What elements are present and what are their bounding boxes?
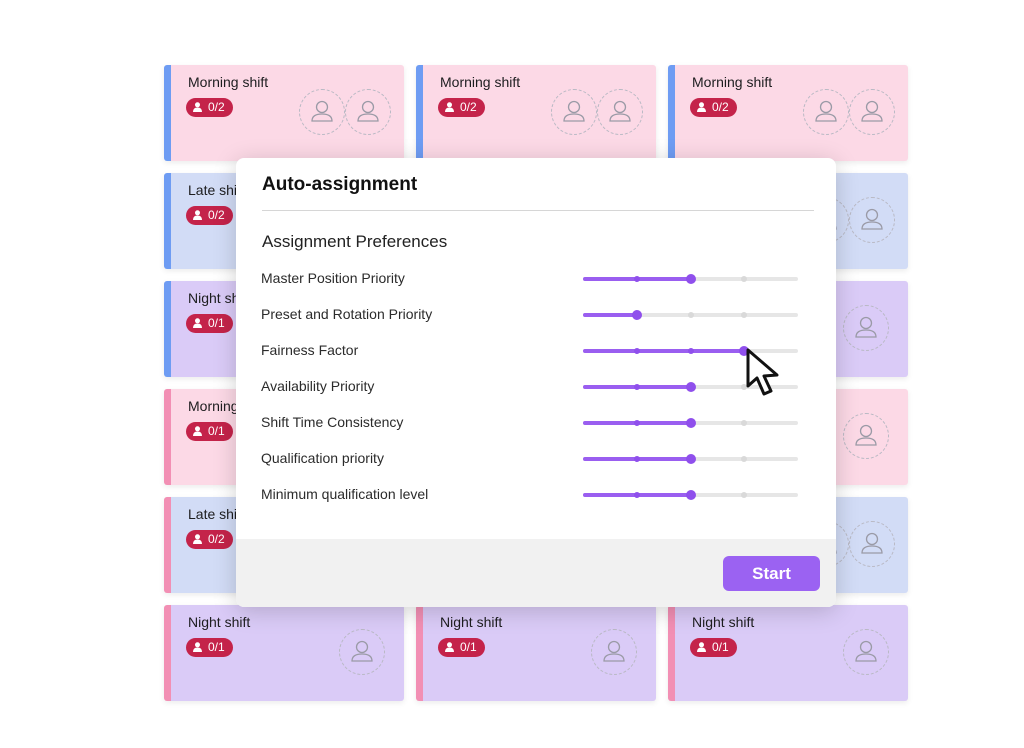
empty-slot xyxy=(849,89,895,135)
staff-badge: 0/2 xyxy=(186,206,233,225)
staff-badge: 0/1 xyxy=(186,314,233,333)
slider-step xyxy=(633,456,640,462)
staff-badge: 0/1 xyxy=(690,638,737,657)
staff-badge: 0/2 xyxy=(186,530,233,549)
slider-label: Minimum qualification level xyxy=(261,486,429,502)
empty-slot xyxy=(597,89,643,135)
staff-badge: 0/1 xyxy=(186,422,233,441)
card-title: Morning shift xyxy=(692,74,773,90)
empty-slot xyxy=(551,89,597,135)
card-title: Night shift xyxy=(188,614,251,630)
slider-step xyxy=(741,420,748,426)
staff-badge: 0/2 xyxy=(690,98,737,117)
slider-thumb xyxy=(739,346,750,356)
empty-slot xyxy=(843,305,889,351)
slider-thumb xyxy=(631,310,642,320)
slider-thumb xyxy=(685,382,696,392)
shift-card: Morning shift 0/2 xyxy=(668,65,908,161)
slider-step xyxy=(741,312,748,318)
dialog-title: Auto-assignment xyxy=(262,174,418,195)
slider-thumb xyxy=(685,490,696,500)
slider-label: Master Position Priority xyxy=(261,270,405,286)
slider-step xyxy=(633,384,640,390)
empty-slot xyxy=(591,629,637,675)
card-title: Late shift xyxy=(188,182,245,198)
empty-slot xyxy=(339,629,385,675)
cursor xyxy=(746,348,779,396)
shift-card: Night shift 0/1 xyxy=(668,605,908,701)
slider-step xyxy=(687,348,694,354)
card-title: Morning shift xyxy=(440,74,521,90)
empty-slot xyxy=(843,413,889,459)
separator xyxy=(262,210,814,211)
slider-step xyxy=(741,384,748,390)
card-title: Late shift xyxy=(188,506,245,522)
shift-card: Night shift 0/1 xyxy=(164,605,404,701)
start-button[interactable]: Start xyxy=(723,556,820,591)
dialog-subtitle: Assignment Preferences xyxy=(262,232,448,251)
empty-slot xyxy=(803,89,849,135)
shift-card: Morning shift 0/2 xyxy=(164,65,404,161)
slider-fill xyxy=(583,349,745,353)
slider-step xyxy=(741,456,748,462)
shift-card: Morning shift 0/2 xyxy=(416,65,656,161)
staff-badge: 0/1 xyxy=(186,638,233,657)
slider-label: Availability Priority xyxy=(261,378,375,394)
slider-step xyxy=(633,348,640,354)
staff-badge: 0/2 xyxy=(438,98,485,117)
slider-thumb xyxy=(685,274,696,284)
slider-step xyxy=(633,420,640,426)
slider-label: Qualification priority xyxy=(261,450,384,466)
slider-thumb xyxy=(685,454,696,464)
slider-step xyxy=(687,312,694,318)
staff-badge: 0/2 xyxy=(186,98,233,117)
slider-step xyxy=(633,276,640,282)
slider-label: Shift Time Consistency xyxy=(261,414,404,430)
empty-slot xyxy=(849,197,895,243)
empty-slot xyxy=(345,89,391,135)
empty-slot xyxy=(843,629,889,675)
slider-fill xyxy=(583,313,637,317)
empty-slot xyxy=(849,521,895,567)
slider-step xyxy=(741,492,748,498)
slider-step xyxy=(741,276,748,282)
card-title: Night shift xyxy=(188,290,251,306)
empty-slot xyxy=(299,89,345,135)
slider-thumb xyxy=(685,418,696,428)
staff-badge: 0/1 xyxy=(438,638,485,657)
slider-label: Fairness Factor xyxy=(261,342,359,358)
card-title: Night shift xyxy=(692,614,755,630)
shift-card: Night shift 0/1 xyxy=(416,605,656,701)
slider-step xyxy=(633,492,640,498)
card-title: Night shift xyxy=(440,614,503,630)
slider-label: Preset and Rotation Priority xyxy=(261,306,433,322)
dialog: Auto-assignment Assignment Preferences S… xyxy=(236,158,836,607)
card-title: Morning shift xyxy=(188,74,269,90)
